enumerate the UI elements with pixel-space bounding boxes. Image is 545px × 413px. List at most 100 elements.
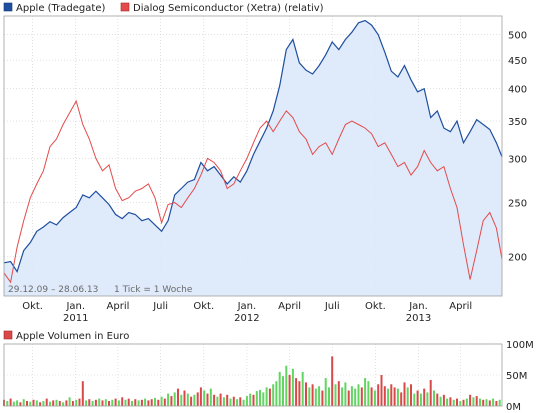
- volume-bar: [219, 393, 222, 406]
- volume-bar: [180, 394, 183, 406]
- volume-bar: [232, 396, 235, 406]
- volume-bar: [469, 394, 472, 406]
- volume-y-tick-label: 100M: [506, 340, 534, 351]
- legend-swatch-dialog: [120, 2, 130, 12]
- price-x-tick-label: Jan.: [65, 301, 85, 312]
- volume-y-tick-label: 50M: [506, 371, 527, 382]
- volume-bar: [104, 399, 107, 406]
- volume-bar: [485, 399, 488, 406]
- volume-bar: [370, 387, 373, 406]
- volume-bar: [262, 392, 265, 406]
- volume-bar: [78, 398, 81, 406]
- volume-bar: [203, 390, 206, 406]
- date-range-label: 29.12.09 – 28.06.13: [8, 285, 98, 295]
- legend-label-dialog: Dialog Semiconductor (Xetra) (relativ): [133, 3, 324, 14]
- volume-bar: [393, 387, 396, 406]
- volume-bar: [344, 382, 347, 406]
- volume-bar: [216, 396, 219, 406]
- price-panel-frame: [3, 15, 503, 297]
- volume-bar: [114, 398, 117, 406]
- volume-bar: [177, 388, 179, 406]
- volume-bar: [416, 390, 419, 406]
- volume-bar: [16, 400, 19, 406]
- volume-bar: [39, 402, 42, 406]
- price-x-tick-label: Okt.: [193, 301, 214, 312]
- volume-bar: [334, 384, 337, 406]
- volume-bar: [396, 388, 399, 406]
- volume-bar: [229, 398, 232, 406]
- volume-bar: [12, 401, 15, 406]
- volume-bar: [305, 382, 307, 406]
- volume-bar: [298, 381, 301, 406]
- volume-bar: [439, 396, 442, 406]
- volume-bar: [429, 380, 432, 406]
- volume-bar: [488, 400, 491, 406]
- volume-bar: [150, 399, 153, 406]
- volume-bar: [94, 399, 97, 406]
- price-x-year-label: 2012: [234, 313, 259, 324]
- volume-bar: [380, 375, 383, 406]
- volume-bar: [226, 394, 229, 406]
- volume-bar: [190, 396, 193, 406]
- volume-bar: [71, 401, 74, 406]
- price-y-tick-label: 300: [508, 154, 527, 165]
- volume-bar: [347, 390, 350, 406]
- volume-bar: [19, 402, 22, 406]
- price-y-tick-label: 350: [508, 117, 527, 128]
- volume-bar: [403, 382, 406, 406]
- volume-bar: [193, 394, 196, 406]
- volume-bar: [406, 387, 409, 406]
- volume-legend: Apple Volumen in Euro: [3, 330, 129, 342]
- volume-bar: [436, 393, 439, 406]
- volume-bar: [383, 386, 386, 406]
- volume-bar: [147, 400, 150, 406]
- legend-label-apple: Apple (Tradegate): [16, 3, 105, 14]
- price-y-tick-label: 200: [508, 253, 527, 264]
- volume-bar: [275, 381, 278, 406]
- volume-bar: [410, 384, 412, 406]
- volume-bar: [285, 365, 288, 406]
- volume-bar: [413, 393, 416, 406]
- volume-bar: [186, 393, 189, 406]
- apple-series-area: [4, 20, 502, 296]
- volume-bar: [337, 381, 340, 406]
- price-y-tick-label: 250: [508, 199, 527, 210]
- volume-bar: [465, 398, 468, 406]
- volume-bar: [137, 400, 140, 406]
- volume-panel: 0M 50M 100M: [3, 340, 534, 413]
- volume-bar: [367, 381, 370, 406]
- volume-bar: [140, 399, 143, 406]
- volume-bar: [331, 356, 334, 406]
- volume-bar: [321, 390, 324, 406]
- price-y-tick-label: 450: [508, 56, 527, 67]
- price-x-tick-label: April: [107, 301, 130, 312]
- volume-bar: [498, 399, 501, 406]
- volume-bar: [55, 399, 58, 406]
- apple-series-line: [3, 19, 503, 274]
- volume-bar: [278, 371, 281, 406]
- volume-bar: [45, 398, 48, 406]
- volume-bar: [29, 401, 32, 406]
- price-x-tick-label: April: [449, 301, 472, 312]
- legend-swatch-volume: [3, 330, 13, 340]
- volume-bar: [433, 390, 435, 406]
- volume-bar: [101, 400, 104, 406]
- volume-bar: [364, 378, 367, 406]
- volume-bar: [475, 396, 478, 406]
- volume-bar: [324, 378, 327, 406]
- price-x-tick-label: April: [278, 301, 301, 312]
- volume-bar: [314, 388, 317, 406]
- volume-bar: [357, 384, 360, 406]
- volume-bar: [288, 375, 291, 406]
- volume-bar: [58, 401, 61, 406]
- dialog-series-line: [3, 99, 503, 284]
- volume-bar: [479, 398, 481, 406]
- volume-bar: [160, 396, 163, 406]
- volume-bar: [268, 388, 271, 406]
- volume-bar: [222, 397, 225, 406]
- price-x-year-label: 2011: [63, 313, 88, 324]
- volume-bar: [259, 389, 261, 406]
- volume-bar: [6, 401, 9, 406]
- volume-bar: [88, 399, 91, 406]
